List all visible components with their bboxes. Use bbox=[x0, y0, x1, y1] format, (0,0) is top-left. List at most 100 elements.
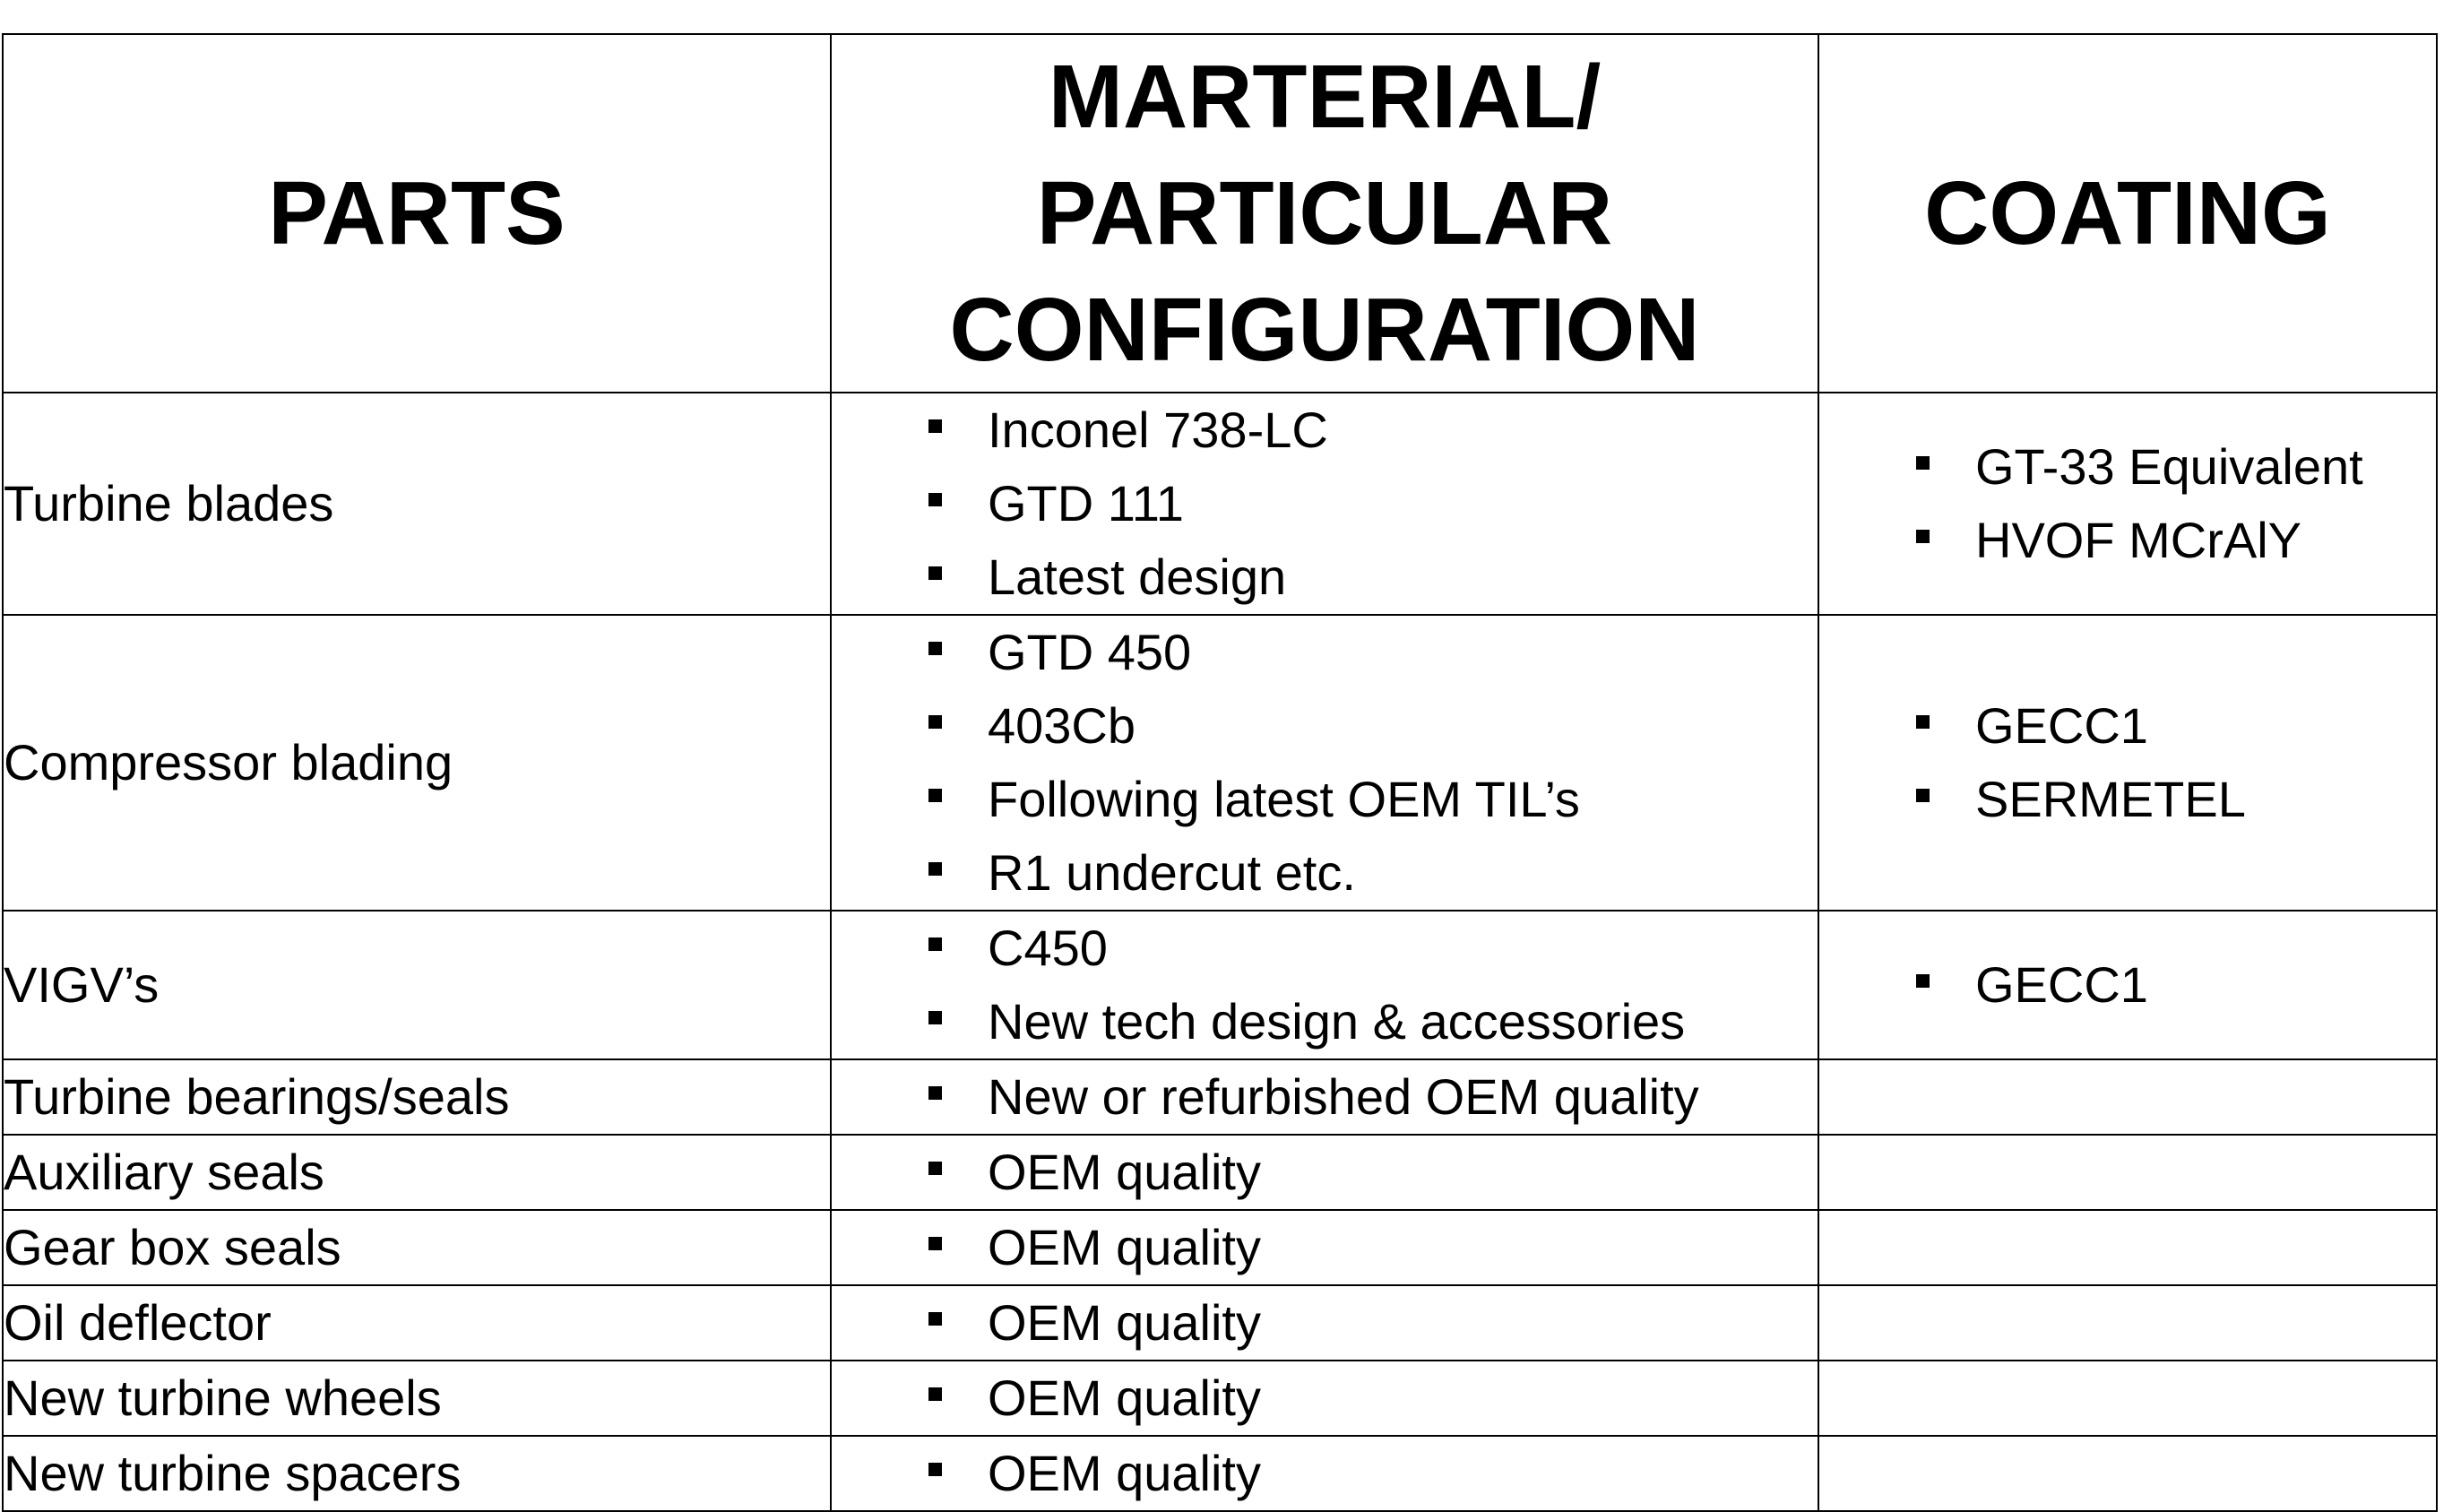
material-cell: OEM quality bbox=[830, 1134, 1819, 1211]
bullet-square-icon bbox=[928, 715, 942, 729]
bullet-square-icon bbox=[1916, 715, 1930, 729]
header-coating: COATING bbox=[1818, 33, 2438, 393]
header-material-line: CONFIGURATION bbox=[949, 280, 1700, 380]
part-name: New turbine spacers bbox=[2, 1435, 832, 1512]
material-item-text: OEM quality bbox=[988, 1144, 1261, 1200]
bullet-square-icon bbox=[928, 1011, 942, 1024]
part-name: New turbine wheels bbox=[2, 1360, 832, 1437]
material-item-text: New tech design & accessories bbox=[988, 993, 1686, 1050]
material-item: GTD 111 bbox=[832, 467, 1818, 540]
material-item-text: R1 undercut etc. bbox=[988, 844, 1356, 901]
part-name: Oil deflector bbox=[2, 1284, 832, 1361]
coating-cell: GT-33 Equivalent HVOF MCrAlY bbox=[1818, 392, 2438, 616]
bullet-square-icon bbox=[928, 1387, 942, 1401]
coating-cell bbox=[1818, 1058, 2438, 1136]
bullet-square-icon bbox=[928, 1237, 942, 1250]
bullet-square-icon bbox=[928, 1463, 942, 1476]
bullet-square-icon bbox=[928, 566, 942, 580]
header-material-line: MARTERIAL/ bbox=[1048, 47, 1602, 147]
table-row: Auxiliary seals OEM quality bbox=[2, 1134, 2438, 1211]
bullet-square-icon bbox=[1916, 789, 1930, 802]
table-row: VIGV’s C450 New tech design & accessorie… bbox=[2, 910, 2438, 1060]
material-item-text: OEM quality bbox=[988, 1445, 1261, 1501]
material-item: GTD 450 bbox=[832, 616, 1818, 689]
table-row: Turbine bearings/seals New or refurbishe… bbox=[2, 1058, 2438, 1136]
material-cell: C450 New tech design & accessories bbox=[830, 910, 1819, 1060]
coating-list: GT-33 Equivalent HVOF MCrAlY bbox=[1819, 430, 2436, 577]
material-item: 403Cb bbox=[832, 689, 1818, 763]
bullet-square-icon bbox=[1916, 974, 1930, 988]
material-item: OEM quality bbox=[832, 1286, 1818, 1360]
coating-item-text: GECC1 bbox=[1975, 697, 2148, 754]
bullet-square-icon bbox=[928, 862, 942, 876]
bullet-square-icon bbox=[1916, 456, 1930, 470]
coating-list: GECC1 bbox=[1819, 948, 2436, 1022]
table-row: Oil deflector OEM quality bbox=[2, 1284, 2438, 1361]
coating-item: SERMETEL bbox=[1819, 763, 2436, 836]
material-item: Inconel 738-LC bbox=[832, 393, 1818, 467]
coating-cell: GECC1 bbox=[1818, 910, 2438, 1060]
material-cell: OEM quality bbox=[830, 1360, 1819, 1437]
material-list: Inconel 738-LC GTD 111 Latest design bbox=[832, 393, 1818, 614]
coating-cell bbox=[1818, 1435, 2438, 1512]
material-item-text: C450 bbox=[988, 920, 1108, 976]
material-item: New tech design & accessories bbox=[832, 985, 1818, 1058]
header-parts: PARTS bbox=[2, 33, 832, 393]
material-item: R1 undercut etc. bbox=[832, 836, 1818, 910]
material-item-text: Inconel 738-LC bbox=[988, 402, 1328, 458]
coating-list: GECC1 SERMETEL bbox=[1819, 689, 2436, 836]
part-name: Compressor blading bbox=[2, 614, 832, 912]
material-item: OEM quality bbox=[832, 1136, 1818, 1209]
part-name: Turbine blades bbox=[2, 392, 832, 616]
part-name: VIGV’s bbox=[2, 910, 832, 1060]
material-item-text: OEM quality bbox=[988, 1369, 1261, 1426]
table-row: New turbine wheels OEM quality bbox=[2, 1360, 2438, 1437]
header-row: PARTS MARTERIAL/ PARTICULAR CONFIGURATIO… bbox=[2, 33, 2438, 393]
bullet-square-icon bbox=[928, 789, 942, 802]
header-coating-line: COATING bbox=[1924, 163, 2331, 264]
coating-cell bbox=[1818, 1284, 2438, 1361]
coating-item: GECC1 bbox=[1819, 948, 2436, 1022]
material-item: OEM quality bbox=[832, 1211, 1818, 1284]
coating-item: GECC1 bbox=[1819, 689, 2436, 763]
coating-item: GT-33 Equivalent bbox=[1819, 430, 2436, 504]
material-cell: GTD 450 403Cb Following latest OEM TIL’s… bbox=[830, 614, 1819, 912]
parts-table: PARTS MARTERIAL/ PARTICULAR CONFIGURATIO… bbox=[2, 33, 2438, 1512]
bullet-square-icon bbox=[928, 642, 942, 655]
material-item-text: Latest design bbox=[988, 549, 1287, 605]
table-row: Turbine blades Inconel 738-LC GTD 111 La… bbox=[2, 392, 2438, 616]
header-material-line: PARTICULAR bbox=[1036, 163, 1613, 264]
coating-cell: GECC1 SERMETEL bbox=[1818, 614, 2438, 912]
material-cell: OEM quality bbox=[830, 1209, 1819, 1286]
material-item: OEM quality bbox=[832, 1437, 1818, 1510]
material-cell: OEM quality bbox=[830, 1435, 1819, 1512]
material-list: GTD 450 403Cb Following latest OEM TIL’s… bbox=[832, 616, 1818, 910]
material-item: Following latest OEM TIL’s bbox=[832, 763, 1818, 836]
coating-item-text: HVOF MCrAlY bbox=[1975, 512, 2301, 568]
bullet-square-icon bbox=[928, 937, 942, 951]
material-item-text: Following latest OEM TIL’s bbox=[988, 771, 1580, 827]
material-cell: New or refurbished OEM quality bbox=[830, 1058, 1819, 1136]
material-item-text: 403Cb bbox=[988, 697, 1136, 754]
bullet-square-icon bbox=[928, 419, 942, 433]
coating-item-text: GT-33 Equivalent bbox=[1975, 438, 2363, 495]
bullet-square-icon bbox=[928, 1086, 942, 1100]
bullet-square-icon bbox=[928, 1312, 942, 1326]
table-row: Gear box seals OEM quality bbox=[2, 1209, 2438, 1286]
coating-cell bbox=[1818, 1134, 2438, 1211]
material-item: OEM quality bbox=[832, 1361, 1818, 1435]
part-name: Gear box seals bbox=[2, 1209, 832, 1286]
material-item: C450 bbox=[832, 912, 1818, 985]
part-name: Auxiliary seals bbox=[2, 1134, 832, 1211]
part-name: Turbine bearings/seals bbox=[2, 1058, 832, 1136]
header-material: MARTERIAL/ PARTICULAR CONFIGURATION bbox=[830, 33, 1819, 393]
table-row: Compressor blading GTD 450 403Cb Followi… bbox=[2, 614, 2438, 912]
material-item-text: OEM quality bbox=[988, 1219, 1261, 1275]
material-list: OEM quality bbox=[832, 1136, 1818, 1209]
material-item-text: OEM quality bbox=[988, 1294, 1261, 1351]
material-item-text: GTD 450 bbox=[988, 624, 1192, 680]
coating-cell bbox=[1818, 1360, 2438, 1437]
material-item-text: New or refurbished OEM quality bbox=[988, 1068, 1699, 1125]
material-item: Latest design bbox=[832, 540, 1818, 614]
header-parts-line: PARTS bbox=[268, 163, 566, 264]
